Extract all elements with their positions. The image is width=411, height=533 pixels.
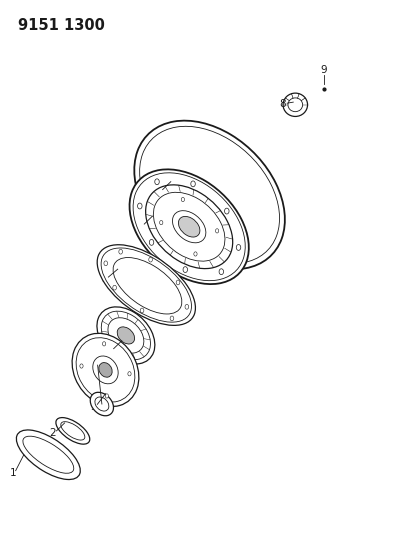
Circle shape: [138, 203, 142, 209]
Circle shape: [236, 245, 241, 251]
Text: 8: 8: [279, 99, 286, 109]
Ellipse shape: [99, 362, 112, 377]
Circle shape: [224, 208, 229, 214]
Circle shape: [215, 229, 219, 233]
Circle shape: [119, 249, 122, 254]
Text: 5: 5: [101, 274, 108, 284]
Circle shape: [191, 181, 195, 187]
Circle shape: [185, 304, 189, 309]
Circle shape: [113, 285, 116, 290]
Ellipse shape: [90, 392, 113, 416]
Circle shape: [194, 252, 197, 256]
Circle shape: [105, 394, 109, 398]
Circle shape: [128, 372, 131, 376]
Circle shape: [155, 179, 159, 185]
Text: 1: 1: [9, 469, 16, 478]
Circle shape: [102, 342, 106, 346]
Text: 3: 3: [90, 402, 97, 412]
Text: 4: 4: [107, 346, 113, 357]
Circle shape: [149, 239, 154, 245]
Circle shape: [181, 197, 185, 201]
Text: 9151 1300: 9151 1300: [18, 18, 104, 33]
Circle shape: [219, 269, 224, 274]
Circle shape: [159, 221, 163, 225]
Circle shape: [149, 257, 152, 262]
Ellipse shape: [178, 216, 200, 237]
Ellipse shape: [97, 307, 155, 364]
Ellipse shape: [129, 169, 249, 284]
Ellipse shape: [72, 333, 139, 407]
Circle shape: [176, 280, 180, 285]
Text: 2: 2: [49, 428, 56, 438]
Text: 6: 6: [137, 221, 143, 231]
Text: 7: 7: [155, 187, 162, 197]
Circle shape: [104, 261, 108, 265]
Circle shape: [183, 266, 187, 272]
Ellipse shape: [117, 327, 134, 344]
Text: 9: 9: [321, 66, 327, 75]
Ellipse shape: [134, 120, 285, 269]
Circle shape: [80, 364, 83, 368]
Ellipse shape: [97, 245, 196, 325]
Circle shape: [140, 308, 144, 313]
Circle shape: [170, 316, 174, 321]
